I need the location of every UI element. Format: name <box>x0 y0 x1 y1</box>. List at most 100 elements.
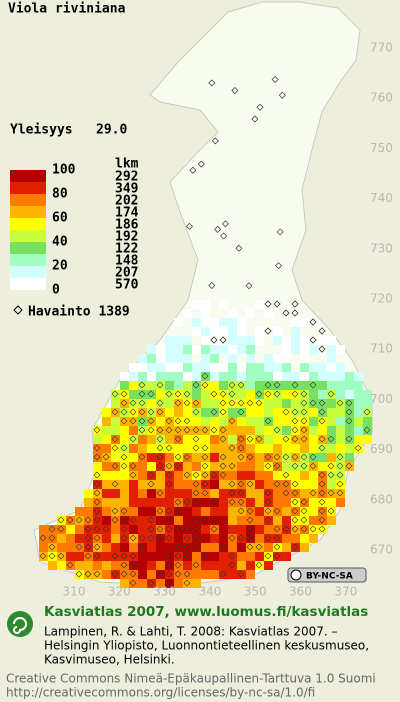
observation-marker <box>237 453 245 461</box>
grid-cell <box>102 507 111 516</box>
grid-cell <box>354 444 363 453</box>
observation-marker <box>174 390 182 398</box>
observation-marker <box>138 408 146 416</box>
grid-cell <box>309 426 318 435</box>
grid-cell <box>264 309 273 318</box>
observation-marker <box>282 471 290 479</box>
observation-marker <box>111 408 119 416</box>
grid-cell <box>138 399 147 408</box>
grid-cell <box>201 390 210 399</box>
grid-cell <box>282 336 291 345</box>
grid-cell <box>192 363 201 372</box>
grid-cell <box>201 525 210 534</box>
observation-marker <box>282 453 290 461</box>
grid-cell <box>228 489 237 498</box>
observation-marker <box>156 462 164 470</box>
observation-marker <box>147 471 155 479</box>
grid-cell <box>129 534 138 543</box>
grid-cell <box>363 426 372 435</box>
observation-marker <box>291 426 299 434</box>
grid-cell <box>219 372 228 381</box>
y-axis-label: 730 <box>370 241 393 255</box>
grid-cell <box>201 372 210 381</box>
grid-cell <box>318 453 327 462</box>
observation-marker <box>345 417 353 425</box>
grid-cell <box>84 516 93 525</box>
grid-cell <box>165 354 174 363</box>
grid-cell <box>183 363 192 372</box>
observation-count: Havainto 1389 <box>28 305 130 320</box>
grid-cell <box>138 363 147 372</box>
grid-cell <box>129 471 138 480</box>
grid-cell <box>219 462 228 471</box>
grid-cell <box>336 489 345 498</box>
grid-cell <box>282 354 291 363</box>
observation-marker <box>345 462 353 470</box>
grid-cell <box>264 363 273 372</box>
grid-cell <box>318 381 327 390</box>
legend-swatch <box>10 182 46 194</box>
grid-cell <box>174 426 183 435</box>
observation-marker <box>174 426 182 434</box>
grid-cell <box>165 408 174 417</box>
grid-cell <box>174 534 183 543</box>
grid-cell <box>201 345 210 354</box>
grid-cell <box>210 345 219 354</box>
grid-cell <box>120 444 129 453</box>
grid-cell <box>93 525 102 534</box>
observation-marker <box>192 561 200 569</box>
grid-cell <box>363 417 372 426</box>
grid-cell <box>138 408 147 417</box>
grid-cell <box>228 309 237 318</box>
observation-marker <box>120 399 128 407</box>
grid-cell <box>228 390 237 399</box>
grid-cell <box>138 444 147 453</box>
grid-cell <box>174 507 183 516</box>
observation-marker <box>309 525 317 533</box>
observation-marker <box>278 91 286 99</box>
observation-marker <box>192 480 200 488</box>
grid-cell <box>219 453 228 462</box>
grid-cell <box>255 498 264 507</box>
grid-cell <box>210 516 219 525</box>
observation-marker <box>183 417 191 425</box>
grid-cell <box>237 363 246 372</box>
observation-marker <box>300 408 308 416</box>
grid-cell <box>246 534 255 543</box>
grid-cell <box>156 507 165 516</box>
grid-cell <box>327 489 336 498</box>
grid-cell <box>210 444 219 453</box>
observation-marker <box>192 534 200 542</box>
grid-cell <box>255 480 264 489</box>
observation-marker <box>228 417 236 425</box>
grid-cell <box>111 453 120 462</box>
grid-cell <box>192 525 201 534</box>
legend-count: 186 <box>115 218 139 233</box>
grid-cell <box>75 534 84 543</box>
grid-cell <box>246 381 255 390</box>
grid-cell <box>156 363 165 372</box>
grid-cell <box>291 318 300 327</box>
observation-marker <box>185 222 193 230</box>
grid-cell <box>318 390 327 399</box>
grid-cell <box>93 516 102 525</box>
observation-marker <box>264 453 272 461</box>
observation-marker <box>228 489 236 497</box>
grid-cell <box>345 408 354 417</box>
observation-marker <box>228 390 236 398</box>
grid-cell <box>300 363 309 372</box>
grid-cell <box>219 327 228 336</box>
grid-cell <box>183 498 192 507</box>
observation-marker <box>192 525 200 533</box>
grid-cell <box>282 498 291 507</box>
grid-cell <box>111 534 120 543</box>
observation-marker <box>111 435 119 443</box>
grid-cell <box>300 498 309 507</box>
grid-cell <box>165 534 174 543</box>
grid-cell <box>255 507 264 516</box>
grid-cell <box>246 498 255 507</box>
observation-marker <box>228 399 236 407</box>
observation-marker <box>129 561 137 569</box>
x-axis-label: 320 <box>108 585 131 599</box>
grid-cell <box>192 489 201 498</box>
